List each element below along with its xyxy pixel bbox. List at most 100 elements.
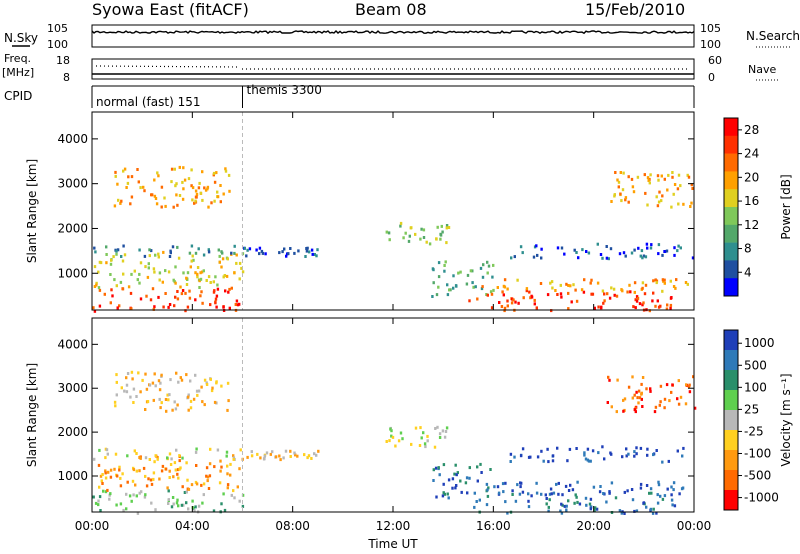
power-echo-cell <box>638 302 642 306</box>
velocity-echo-cell <box>185 490 188 494</box>
power-echo-cell <box>197 247 200 251</box>
power-echo-cell <box>490 306 494 310</box>
velocity-echo-cell <box>120 386 123 390</box>
velocity-echo-cell <box>156 457 159 461</box>
power-echo-cell <box>492 288 495 292</box>
velocity-echo-cell <box>119 484 123 488</box>
power-echo-cell <box>243 246 246 250</box>
velocity-echo-cell <box>486 488 489 492</box>
velocity-colorbar-frame <box>723 329 739 511</box>
velocity-echo-cell <box>119 476 122 480</box>
power-echo-cell <box>503 306 507 310</box>
power-echo-cell <box>565 282 568 286</box>
power-echo-cell <box>115 284 118 288</box>
velocity-echo-cell <box>441 429 445 433</box>
power-echo-cell <box>634 298 637 302</box>
nave-trace-early <box>95 65 241 68</box>
velocity-echo-cell <box>497 491 501 495</box>
power-echo-cell <box>145 294 148 298</box>
velocity-echo-cell <box>623 512 626 515</box>
nsky-panel-frame <box>91 24 695 48</box>
xtick-label: 00:00 <box>75 519 110 533</box>
velocity-echo-cell <box>640 391 643 395</box>
power-echo-cell <box>233 251 236 255</box>
power-echo-cell <box>228 287 231 291</box>
velocity-echo-cell <box>487 486 490 490</box>
power-echo-cell <box>115 249 118 253</box>
velocity-colorbar-segment <box>724 390 738 411</box>
power-echo-cell <box>278 251 281 255</box>
velocity-echo-cell <box>633 393 636 397</box>
power-echo-cell <box>176 297 180 301</box>
power-echo-cell <box>238 302 241 306</box>
velocity-echo-cell <box>657 483 661 487</box>
velocity-echo-cell <box>542 459 545 463</box>
nave-label: Nave <box>748 63 776 76</box>
power-echo-cell <box>221 251 224 255</box>
velocity-echo-cell <box>585 503 588 507</box>
velocity-echo-cell <box>178 467 181 471</box>
power-echo-cell <box>173 167 176 171</box>
velocity-echo-cell <box>545 502 548 506</box>
velocity-echo-cell <box>659 494 662 498</box>
velocity-echo-cell <box>561 493 564 497</box>
power-echo-cell <box>425 240 428 244</box>
power-echo-cell <box>154 253 157 257</box>
power-echo-cell <box>506 304 509 308</box>
velocity-echo-cell <box>189 399 193 403</box>
power-echo-cell <box>649 173 652 177</box>
velocity-echo-cell <box>115 503 118 507</box>
velocity-echo-cell <box>194 373 197 377</box>
power-echo-cell <box>443 269 446 273</box>
velocity-echo-cell <box>250 450 253 454</box>
power-echo-cell <box>196 266 200 269</box>
power-echo-cell <box>596 281 600 285</box>
velocity-echo-cell <box>150 501 153 505</box>
velocity-echo-cell <box>236 485 239 489</box>
velocity-echo-cell <box>516 483 519 487</box>
power-echo-cell <box>599 253 603 256</box>
velocity-echo-cell <box>501 482 505 486</box>
velocity-echo-cell <box>636 396 639 400</box>
xtick-label: 12:00 <box>376 519 411 533</box>
power-echo-cell <box>95 283 98 287</box>
velocity-echo-cell <box>547 505 550 509</box>
velocity-echo-cell <box>108 493 111 497</box>
power-echo-cell <box>590 278 593 282</box>
velocity-echo-cell <box>208 474 212 478</box>
velocity-echo-cell <box>601 445 604 449</box>
velocity-echo-cell <box>608 490 611 494</box>
power-echo-cell <box>486 260 489 264</box>
power-echo-cell <box>153 194 157 198</box>
velocity-echo-cell <box>118 465 121 469</box>
velocity-echo-cell <box>133 449 136 453</box>
velocity-echo-cell <box>226 486 229 490</box>
velocity-echo-cell <box>584 496 588 500</box>
velocity-colorbar-label: 25 <box>744 402 759 416</box>
velocity-echo-cell <box>659 400 662 404</box>
power-echo-cell <box>663 278 666 282</box>
power-echo-cell <box>199 277 203 281</box>
velocity-echo-cell <box>635 509 639 513</box>
power-echo-cell <box>105 261 108 265</box>
velocity-echo-cell <box>544 493 547 497</box>
power-echo-cell <box>138 248 141 252</box>
velocity-echo-cell <box>158 388 162 392</box>
power-colorbar-segment <box>724 278 738 297</box>
velocity-echo-cell <box>442 482 445 486</box>
velocity-echo-cell <box>638 396 642 400</box>
power-echo-cell <box>98 304 102 308</box>
power-echo-cell <box>560 246 564 250</box>
velocity-echo-cell <box>589 459 592 463</box>
velocity-echo-cell <box>226 483 230 487</box>
velocity-echo-cell <box>576 500 579 504</box>
velocity-echo-cell <box>125 492 128 496</box>
power-echo-cell <box>230 286 233 290</box>
power-echo-cell <box>614 171 617 174</box>
power-echo-cell <box>540 256 543 260</box>
power-colorbar-label: 4 <box>744 265 752 279</box>
power-colorbar-frame <box>723 117 739 297</box>
velocity-echo-cell <box>485 503 489 507</box>
power-echo-cell <box>690 183 693 187</box>
power-echo-cell <box>559 292 563 296</box>
